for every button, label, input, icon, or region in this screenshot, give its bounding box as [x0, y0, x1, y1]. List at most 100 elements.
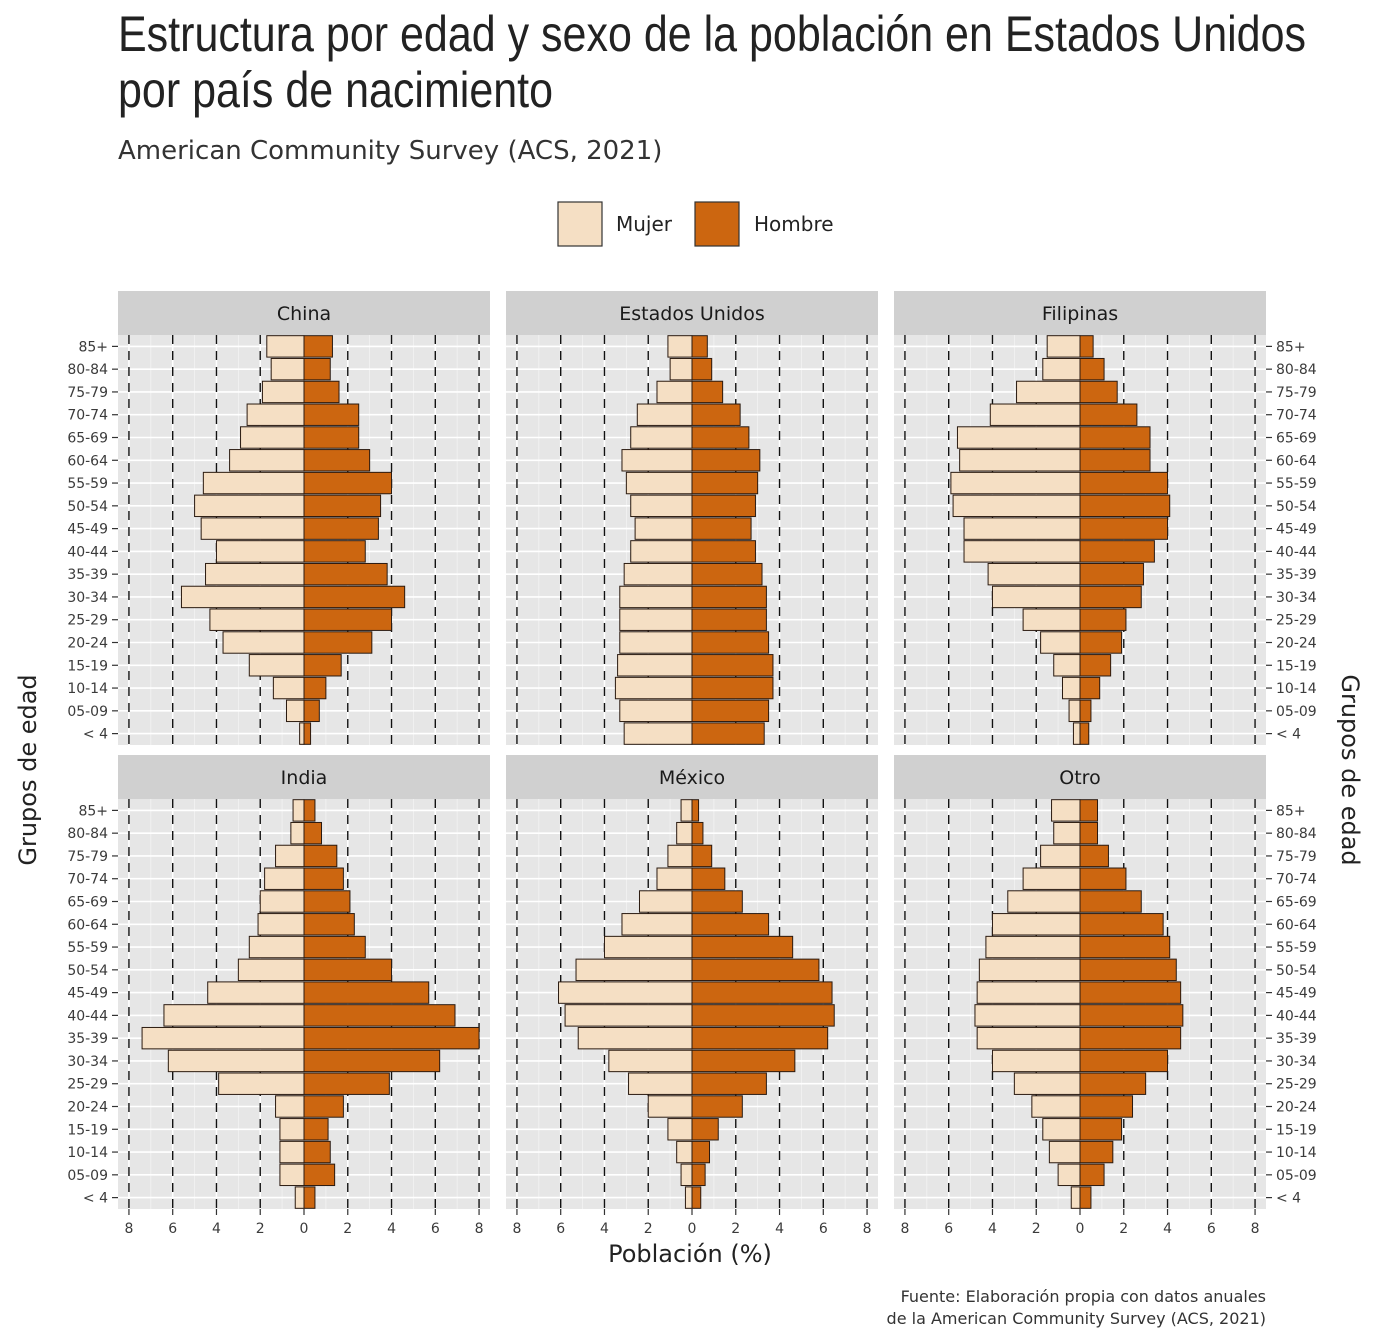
x-tick-label: 8	[475, 1221, 484, 1237]
y-tick-label: 10-14	[67, 1145, 108, 1161]
bar-mujer-china	[270, 357, 305, 381]
bar-hombre-china	[303, 631, 373, 654]
bar-hombre-estados-unidos	[691, 403, 741, 426]
y-tick-label: 75-79	[1276, 385, 1317, 401]
bar-hombre-otro	[1079, 935, 1171, 959]
bar-mujer-estados-unidos	[656, 380, 693, 404]
bar-mujer-mexico	[676, 1140, 693, 1164]
bar-hombre-filipinas	[1079, 517, 1169, 540]
bar-mujer-estados-unidos	[619, 699, 693, 723]
bar-mujer-mexico	[575, 958, 693, 982]
bar-mujer-estados-unidos	[634, 517, 693, 540]
y-tick-label: 10-14	[1276, 1145, 1317, 1161]
y-tick-label: 40-44	[67, 1008, 108, 1024]
bar-mujer-otro	[1007, 890, 1081, 913]
bar-hombre-india	[303, 913, 355, 936]
panel-otro: Otro < 4 05-09 10-14 15-19 20-24 25-29 30-34 35-…	[894, 755, 1317, 1237]
bar-mujer-china	[205, 562, 305, 586]
y-tick-label: 35-39	[1276, 567, 1317, 583]
bar-hombre-china	[303, 608, 393, 631]
bar-hombre-mexico	[691, 1072, 767, 1095]
bar-hombre-mexico	[691, 958, 820, 982]
bar-hombre-filipinas	[1079, 494, 1171, 518]
y-tick-label: 30-34	[67, 590, 108, 606]
bar-mujer-otro	[1031, 1095, 1081, 1118]
y-axis-title-right: Grupos de edad	[1336, 674, 1364, 865]
bar-mujer-filipinas	[1046, 335, 1081, 358]
strip-china	[118, 291, 490, 335]
x-tick-label: 6	[1207, 1221, 1216, 1237]
y-tick-label: 05-09	[1276, 1168, 1317, 1184]
bar-mujer-estados-unidos	[619, 585, 693, 609]
legend-swatch-hombre	[694, 201, 740, 247]
bar-hombre-china	[303, 426, 360, 449]
x-tick-label: 8	[900, 1221, 909, 1237]
bar-hombre-otro	[1079, 1026, 1182, 1050]
x-tick-label: 8	[863, 1221, 872, 1237]
bar-hombre-filipinas	[1079, 403, 1138, 426]
bar-mujer-mexico	[564, 1004, 693, 1027]
bar-mujer-mexico	[647, 1095, 693, 1118]
bar-hombre-otro	[1079, 981, 1182, 1004]
bar-hombre-estados-unidos	[691, 471, 759, 495]
bar-hombre-china	[303, 380, 340, 404]
bar-mujer-india	[290, 821, 305, 845]
bar-mujer-china	[202, 471, 305, 495]
bar-mujer-mexico	[667, 844, 693, 868]
panel-filipinas: Filipinas < 4 05-09 10-14 15-19 20-24 25-29 30-…	[894, 291, 1317, 745]
bar-hombre-estados-unidos	[691, 335, 708, 358]
y-tick-label: 80-84	[67, 826, 108, 842]
y-tick-label: 65-69	[1276, 431, 1317, 447]
y-tick-label: 70-74	[67, 408, 108, 424]
bar-mujer-china	[180, 585, 305, 609]
bar-hombre-otro	[1079, 1186, 1092, 1209]
y-tick-label: 55-59	[67, 940, 108, 956]
y-tick-label: 60-64	[1276, 917, 1317, 933]
panel-estados-unidos: Estados Unidos	[506, 291, 878, 745]
x-tick-label: 0	[1076, 1221, 1085, 1237]
bar-mujer-china	[285, 699, 305, 723]
bar-hombre-otro	[1079, 821, 1099, 845]
bar-mujer-india	[248, 935, 305, 959]
bar-hombre-estados-unidos	[691, 676, 774, 700]
bar-mujer-india	[279, 1163, 305, 1187]
y-tick-label: 30-34	[1276, 1054, 1317, 1070]
bar-mujer-mexico	[676, 821, 693, 845]
chart-subtitle: American Community Survey (ACS, 2021)	[118, 136, 663, 166]
strip-label-mexico: México	[659, 767, 725, 789]
x-tick-label: 6	[168, 1221, 177, 1237]
bar-hombre-india	[303, 1118, 329, 1141]
x-tick-label: 0	[300, 1221, 309, 1237]
bar-hombre-india	[303, 1163, 336, 1187]
strip-mexico	[506, 755, 878, 799]
y-tick-label: 15-19	[1276, 658, 1317, 674]
x-tick-label: 6	[556, 1221, 565, 1237]
bar-hombre-otro	[1079, 1163, 1105, 1187]
bar-mujer-otro	[991, 1049, 1081, 1073]
panel-india: India < 4 05-09 10-14 15-19 20-24 25-29 30-34 35…	[67, 755, 490, 1237]
y-tick-label: 60-64	[1276, 453, 1317, 469]
bar-mujer-filipinas	[950, 471, 1081, 495]
bar-hombre-china	[303, 562, 388, 586]
y-tick-label: 40-44	[1276, 544, 1317, 560]
bar-hombre-estados-unidos	[691, 426, 750, 449]
bar-hombre-estados-unidos	[691, 699, 770, 723]
y-tick-label: 10-14	[1276, 681, 1317, 697]
bar-mujer-otro	[978, 958, 1081, 982]
bar-hombre-mexico	[691, 821, 704, 845]
bar-mujer-mexico	[603, 935, 693, 959]
bar-mujer-filipinas	[952, 494, 1081, 518]
bar-mujer-estados-unidos	[621, 449, 693, 472]
bar-hombre-estados-unidos	[691, 449, 761, 472]
bar-hombre-filipinas	[1079, 585, 1142, 609]
bar-hombre-estados-unidos	[691, 585, 767, 609]
y-tick-label: 40-44	[1276, 1008, 1317, 1024]
y-tick-label: 25-29	[67, 1077, 108, 1093]
caption-line: Fuente: Elaboración propia con datos anu…	[901, 1287, 1266, 1306]
bar-hombre-otro	[1079, 1004, 1184, 1027]
bar-hombre-china	[303, 357, 331, 381]
bar-mujer-otro	[1040, 844, 1081, 868]
bar-mujer-estados-unidos	[636, 403, 693, 426]
bar-mujer-estados-unidos	[667, 335, 693, 358]
